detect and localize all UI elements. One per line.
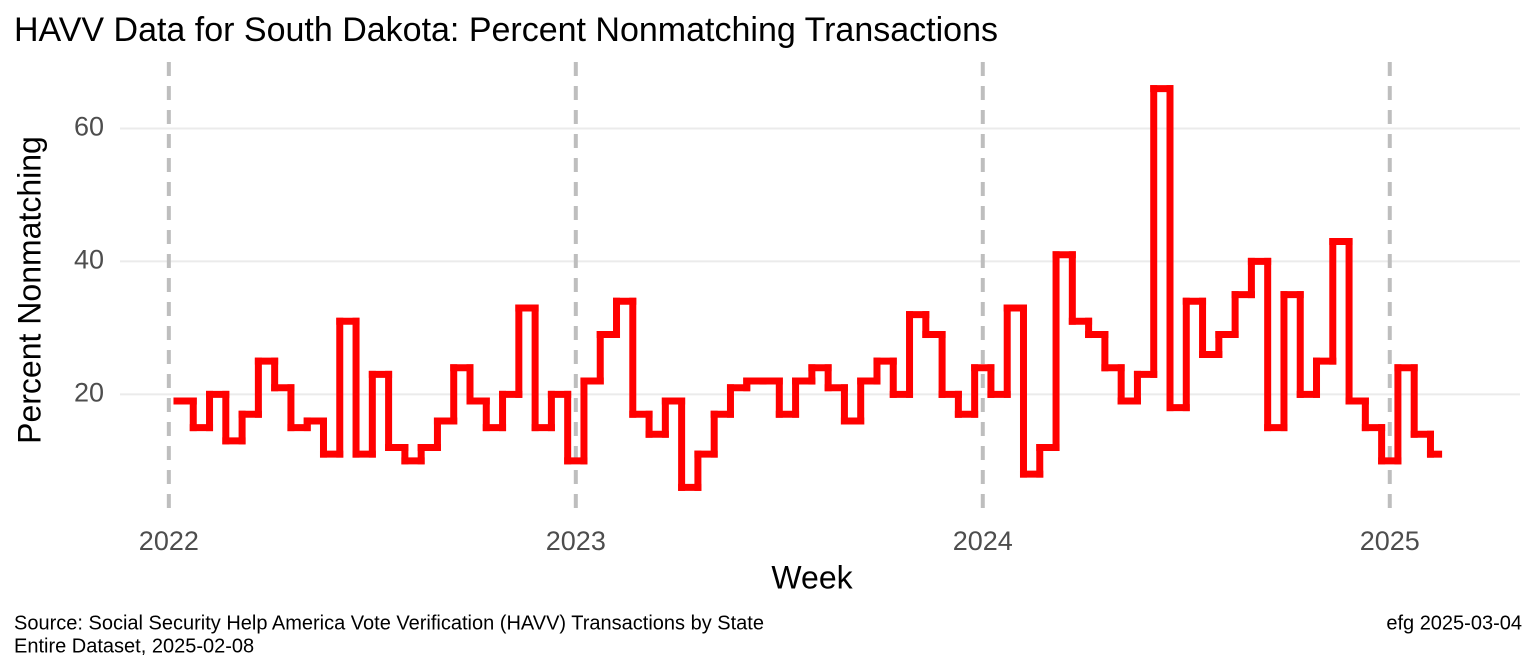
x-axis-label: Week bbox=[771, 559, 853, 595]
x-tick-label: 2024 bbox=[953, 526, 1013, 556]
y-tick-label: 20 bbox=[74, 377, 104, 407]
x-tick-label: 2022 bbox=[139, 526, 199, 556]
x-tick-label: 2025 bbox=[1360, 526, 1420, 556]
x-tick-label: 2023 bbox=[546, 526, 606, 556]
chart-title: HAVV Data for South Dakota: Percent Nonm… bbox=[14, 11, 998, 49]
y-axis-label: Percent Nonmatching bbox=[11, 136, 47, 444]
y-tick-label: 40 bbox=[74, 245, 104, 275]
caption-right: efg 2025-03-04 bbox=[1386, 612, 1522, 634]
y-tick-label: 60 bbox=[74, 112, 104, 142]
caption: Entire Dataset, 2025-02-08 bbox=[14, 635, 254, 657]
caption: Source: Social Security Help America Vot… bbox=[14, 612, 764, 634]
